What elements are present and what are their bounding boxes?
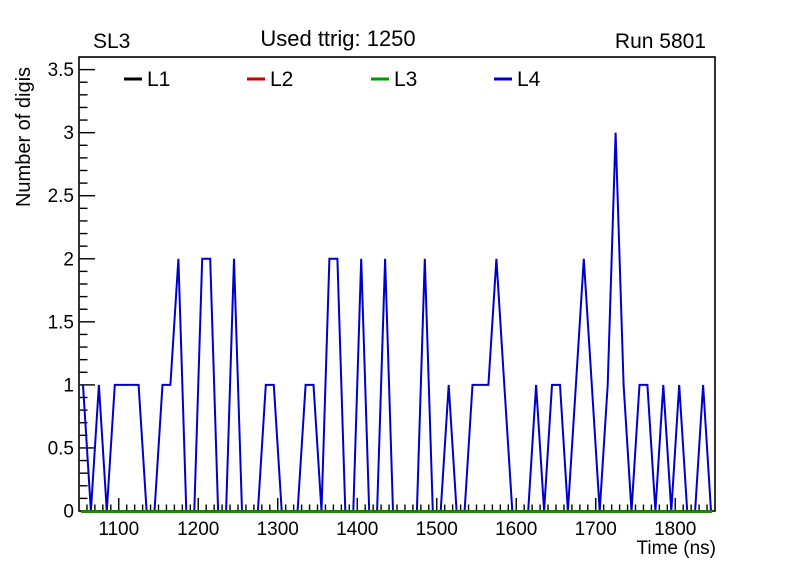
x-tick-labels: 1100 1200 1300 1400 1500 1600 1700 1800 — [98, 519, 696, 540]
svg-text:1700: 1700 — [575, 519, 617, 540]
curve-l4 — [82, 132, 712, 512]
data-curves — [80, 132, 713, 513]
y-axis-title: Number of digis — [13, 67, 35, 207]
svg-text:1800: 1800 — [654, 519, 696, 540]
legend-label-l3: L3 — [394, 68, 417, 91]
svg-text:1400: 1400 — [336, 519, 378, 540]
x-axis-title: Time (ns) — [636, 538, 716, 559]
svg-text:1300: 1300 — [257, 519, 299, 540]
svg-text:1500: 1500 — [416, 519, 458, 540]
svg-text:1: 1 — [63, 375, 74, 396]
svg-text:0.5: 0.5 — [48, 438, 74, 459]
svg-text:3.5: 3.5 — [48, 60, 74, 81]
x-axis-ticks — [86, 498, 708, 511]
pad-title-right: Run 5801 — [615, 30, 706, 53]
svg-text:1.5: 1.5 — [48, 312, 74, 333]
svg-text:0: 0 — [63, 502, 74, 523]
legend-label-l2: L2 — [270, 68, 293, 91]
svg-text:1100: 1100 — [98, 519, 139, 540]
pad-title-left: SL3 — [93, 30, 130, 53]
svg-text:1200: 1200 — [177, 519, 219, 540]
svg-text:1600: 1600 — [495, 519, 537, 540]
svg-text:2: 2 — [63, 249, 74, 270]
y-tick-labels: 0 0.5 1 1.5 2 2.5 3 3.5 — [48, 60, 74, 522]
legend-label-l1: L1 — [147, 68, 170, 91]
svg-text:3: 3 — [63, 123, 74, 144]
svg-text:2.5: 2.5 — [48, 186, 74, 207]
legend: L1 L2 L3 L4 — [124, 68, 541, 91]
pad-title-center: Used ttrig: 1250 — [260, 26, 415, 51]
legend-label-l4: L4 — [517, 68, 541, 91]
